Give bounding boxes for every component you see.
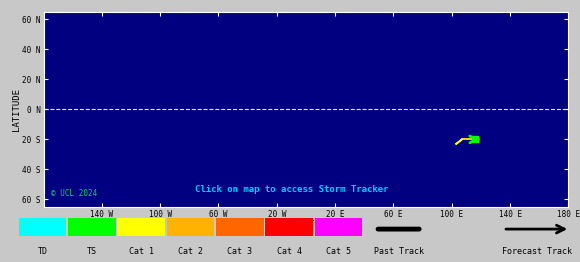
FancyBboxPatch shape — [315, 217, 362, 236]
Text: Forecast Track: Forecast Track — [502, 247, 572, 256]
FancyBboxPatch shape — [117, 217, 165, 236]
FancyBboxPatch shape — [19, 217, 66, 236]
X-axis label: LONGITUDE: LONGITUDE — [282, 220, 330, 229]
FancyBboxPatch shape — [216, 217, 263, 236]
FancyBboxPatch shape — [266, 217, 313, 236]
FancyBboxPatch shape — [68, 217, 115, 236]
Text: Cat 1: Cat 1 — [129, 247, 154, 256]
Text: Cat 4: Cat 4 — [277, 247, 302, 256]
Text: Cat 3: Cat 3 — [227, 247, 252, 256]
Text: Cat 2: Cat 2 — [178, 247, 203, 256]
Text: Past Track: Past Track — [374, 247, 423, 256]
FancyBboxPatch shape — [166, 217, 214, 236]
Text: Cat 5: Cat 5 — [326, 247, 351, 256]
Text: © UCL 2024: © UCL 2024 — [51, 189, 97, 199]
Text: Click on map to access Storm Tracker: Click on map to access Storm Tracker — [195, 185, 388, 194]
Y-axis label: LATITUDE: LATITUDE — [12, 88, 21, 131]
Text: TD: TD — [38, 247, 48, 256]
Text: TS: TS — [87, 247, 97, 256]
